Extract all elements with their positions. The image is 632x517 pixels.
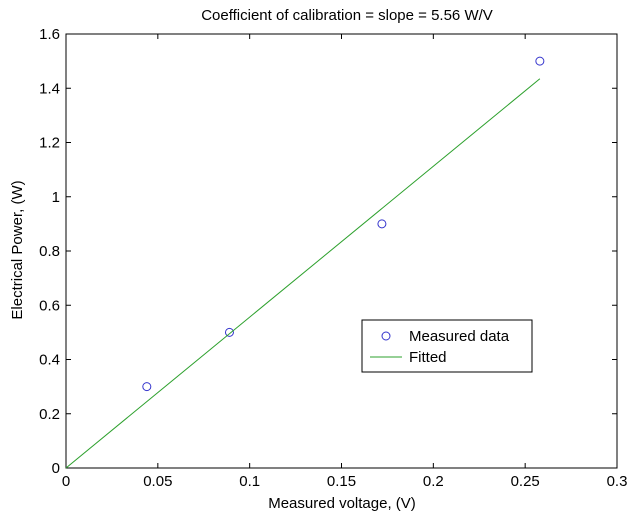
y-tick-label: 0.4 [39, 352, 60, 369]
y-tick-label: 1.6 [39, 26, 60, 43]
y-tick-label: 0.2 [39, 406, 60, 423]
legend-marker-swatch [381, 331, 391, 341]
y-tick-label: 0.6 [39, 297, 60, 314]
legend-entry-label: Fitted [409, 349, 447, 366]
legend-entry-label: Measured data [409, 328, 510, 345]
y-tick-label: 0.8 [39, 243, 60, 260]
x-tick-label: 0 [62, 473, 70, 490]
chart-title: Coefficient of calibration = slope = 5.5… [201, 7, 493, 24]
x-tick-label: 0.05 [143, 473, 172, 490]
data-point [535, 56, 545, 66]
axes-frame [65, 33, 618, 469]
data-point [224, 327, 234, 337]
x-tick-label: 0.25 [511, 473, 540, 490]
y-tick-label: 1.2 [39, 135, 60, 152]
fitted-line [65, 78, 541, 469]
data-point [377, 219, 387, 229]
y-tick-label: 1 [52, 189, 60, 206]
x-tick-label: 0.1 [239, 473, 260, 490]
data-point [142, 382, 152, 392]
x-tick-label: 0.2 [423, 473, 444, 490]
x-tick-label: 0.3 [607, 473, 628, 490]
legend: Measured data Fitted [361, 319, 533, 373]
y-tick-label: 0 [52, 460, 60, 477]
x-axis-label: Measured voltage, (V) [268, 495, 416, 512]
legend-box [361, 319, 533, 373]
plot-area: 0 0.05 0.1 0.15 0.2 0.25 0.3 0 0.2 0.4 0.6 0.8 1 1.2 1… [39, 26, 627, 490]
y-axis-label: Electrical Power, (W) [9, 180, 26, 319]
y-tick-label: 1.4 [39, 80, 60, 97]
x-tick-label: 0.15 [327, 473, 356, 490]
